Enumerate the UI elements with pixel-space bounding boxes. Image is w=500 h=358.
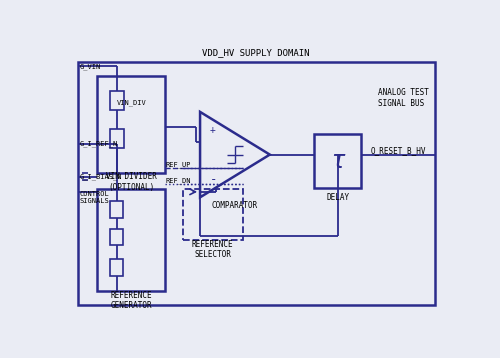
Text: VIN_DIV: VIN_DIV	[116, 99, 146, 106]
Bar	[110, 129, 124, 149]
Text: VDD_HV SUPPLY DOMAIN: VDD_HV SUPPLY DOMAIN	[202, 48, 310, 57]
Text: DELAY: DELAY	[326, 193, 349, 202]
Bar	[110, 91, 124, 110]
Text: -: -	[210, 173, 217, 186]
Bar	[98, 189, 165, 291]
Text: O_RESET_B_HV: O_RESET_B_HV	[370, 146, 426, 155]
Text: G_I_REF_N: G_I_REF_N	[80, 140, 118, 147]
Text: REFERENCE
SELECTOR: REFERENCE SELECTOR	[192, 240, 234, 260]
Text: REF_DN: REF_DN	[165, 178, 190, 184]
Text: +: +	[210, 125, 216, 135]
Bar	[78, 62, 434, 305]
Text: ANALOG TEST
SIGNAL BUS: ANALOG TEST SIGNAL BUS	[378, 88, 429, 108]
Text: COMPARATOR: COMPARATOR	[212, 201, 258, 210]
Bar	[110, 259, 123, 276]
Bar	[110, 229, 123, 245]
Bar	[182, 189, 242, 240]
Text: VIN DIVIDER
(OPTIONAL): VIN DIVIDER (OPTIONAL)	[106, 173, 157, 192]
Bar	[314, 134, 361, 188]
Text: τ: τ	[330, 149, 345, 173]
Text: REFERENCE
GENERATOR: REFERENCE GENERATOR	[110, 291, 152, 310]
Text: CONTROL
SIGNALS: CONTROL SIGNALS	[80, 191, 110, 204]
Text: G_I_BIAS_N: G_I_BIAS_N	[80, 173, 122, 180]
Bar	[98, 76, 165, 173]
Text: REF_UP: REF_UP	[165, 161, 190, 168]
Text: G_VIN: G_VIN	[80, 63, 101, 70]
Bar	[110, 201, 123, 218]
